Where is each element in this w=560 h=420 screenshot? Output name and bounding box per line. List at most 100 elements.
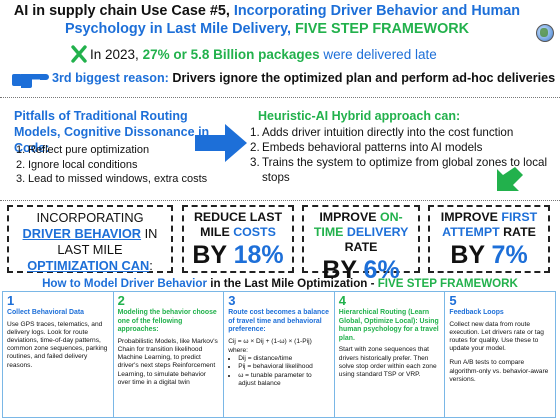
title-part-3: FIVE STEP FRAMEWORK: [295, 21, 470, 37]
x-mark-icon: [71, 45, 87, 63]
down-arrow-icon: [497, 167, 523, 191]
title-part-2: Incorporating Driver Behavior and Human …: [64, 3, 521, 37]
step-title: Feedback Loops: [449, 309, 504, 316]
kpi-by: BY: [450, 241, 485, 269]
kpi-intro-text: INCORPORATING DRIVER BEHAVIOR IN LAST MI…: [9, 207, 171, 277]
kpi-ontime-head-blue: DELIVERY: [346, 225, 409, 239]
list-item: Dij = distance/time: [238, 355, 330, 363]
formula-terms: Dij = distance/time Pij = behavioral lik…: [228, 355, 330, 388]
framework-steps: 1 Collect Behavioral Data Use GPS traces…: [2, 291, 556, 418]
stat-suffix: were delivered late: [323, 47, 437, 62]
step-body: Probabilistic Models, like Markov's Chai…: [117, 337, 218, 386]
step-number: 1: [7, 293, 15, 308]
kpi-intro-c: IN LAST MILE: [57, 226, 158, 257]
kpi-cost-head-text: REDUCE LAST MILE: [193, 210, 283, 239]
kpi-ontime-value: BY 6%: [304, 255, 418, 285]
reason-label: 3rd biggest reason:: [52, 71, 169, 85]
step-number: 5: [449, 293, 457, 308]
kpi-intro-b: DRIVER BEHAVIOR: [22, 226, 142, 241]
step-body: Collect new data from route execution. L…: [449, 320, 544, 353]
step-2: 2 Modeling the behavior choose one of th…: [112, 291, 224, 418]
kpi-cost-head: REDUCE LAST MILE COSTS: [184, 207, 292, 240]
stat-highlight: 27% or 5.8 Billion packages: [142, 47, 320, 62]
step-title: Collect Behavioral Data: [7, 309, 84, 316]
kpi-ontime-head-text: IMPROVE: [319, 210, 377, 224]
kpi-value: 6%: [363, 256, 400, 284]
item-text: Embeds behavioral patterns into AI model…: [262, 141, 483, 154]
kpi-value: 18%: [233, 241, 284, 269]
kpi-ontime-head-tail: RATE: [344, 240, 378, 254]
kpi-by: BY: [192, 241, 227, 269]
hybrid-title: Heuristic-AI Hybrid approach can:: [258, 109, 461, 123]
pointing-hand-icon: [12, 74, 49, 88]
kpi-first-attempt-head: IMPROVE FIRST ATTEMPT RATE: [430, 207, 548, 240]
stat-prefix: In 2023,: [90, 47, 139, 62]
pitfalls-list: 1. Reflect pure optimization 2. Ignore loc…: [16, 143, 241, 187]
list-item: 1. Reflect pure optimization: [16, 143, 241, 158]
kpi-intro-a: INCORPORATING: [36, 210, 144, 225]
title-part-1: AI in supply chain Use Case #5,: [13, 3, 230, 19]
item-number: 1.: [16, 144, 26, 156]
kpi-intro-d: OPTIMIZATION CAN: [27, 258, 150, 273]
step-number: 2: [117, 293, 125, 308]
list-item: ω = tunable parameter to adjust balance: [238, 372, 330, 388]
kpi-cost-value: BY 18%: [184, 240, 292, 270]
kpi-intro-e: :: [149, 258, 153, 273]
kpi-ontime-head-green: ON- TIME: [313, 210, 403, 239]
kpi-first-attempt-head-tail: RATE: [503, 225, 536, 239]
item-number: 3.: [250, 156, 260, 169]
item-number: 3.: [16, 173, 26, 185]
step-1: 1 Collect Behavioral Data Use GPS traces…: [2, 291, 113, 418]
list-item: 1. Adds driver intuition directly into th…: [250, 125, 550, 140]
kpi-cost-head-blue: COSTS: [233, 225, 276, 239]
step-body: Use GPS traces, telematics, and delivery…: [7, 320, 108, 369]
page-title: AI in supply chain Use Case #5, Incorpor…: [6, 2, 528, 38]
step-5: 5 Feedback Loops Collect new data from r…: [444, 291, 556, 418]
step-4: 4 Hierarchical Routing (Learn Global, Op…: [333, 291, 445, 418]
item-text: Trains the system to optimize from globa…: [262, 156, 548, 184]
kpi-by: BY: [322, 256, 357, 284]
divider-middle: [0, 200, 560, 201]
formula-where: where:: [228, 346, 248, 354]
list-item: 2. Embeds behavioral patterns into AI mod…: [250, 140, 550, 155]
kpi-intro-box: INCORPORATING DRIVER BEHAVIOR IN LAST MI…: [7, 205, 173, 273]
kpi-first-attempt-head-blue: FIRST ATTEMPT: [442, 210, 538, 239]
kpi-ontime-head: IMPROVE ON- TIME DELIVERY RATE: [304, 207, 418, 255]
right-arrow-icon: [195, 124, 247, 162]
step-number: 4: [338, 293, 347, 308]
cost-formula: Cij = ω × Dij + (1-ω) × (1-Pij): [228, 337, 312, 345]
kpi-first-attempt-box: IMPROVE FIRST ATTEMPT RATE BY 7%: [428, 205, 550, 273]
item-number: 2.: [16, 158, 26, 171]
divider-top: [0, 97, 560, 98]
framework-title: How to Model Driver Behavior in the Last…: [0, 276, 560, 291]
step-title: Hierarchical Routing (Learn Global, Opti…: [338, 309, 439, 342]
item-text: Reflect pure optimization: [28, 144, 150, 156]
kpi-ontime-box: IMPROVE ON- TIME DELIVERY RATE BY 6%: [302, 205, 420, 284]
kpi-first-attempt-head-text: IMPROVE: [440, 210, 498, 224]
step-body: Start with zone sequences that drivers h…: [338, 346, 437, 378]
framework-title-a: How to Model Driver Behavior: [42, 277, 207, 290]
pitfalls-title: Pitfalls of Traditional Routing Models, …: [14, 109, 210, 155]
step-body-2: Run A/B tests to compare algorithm-only …: [449, 359, 549, 383]
step-number: 3: [228, 293, 236, 308]
list-item: 3. Lead to missed windows, extra costs: [16, 172, 241, 187]
item-number: 2.: [250, 141, 260, 154]
framework-title-b: in the Last Mile Optimization -: [210, 277, 375, 290]
framework-title-c: FIVE STEP FRAMEWORK: [377, 277, 518, 290]
item-number: 1.: [250, 126, 260, 139]
list-item: 2. Ignore local conditions: [16, 158, 241, 173]
kpi-value: 7%: [491, 241, 528, 269]
list-item: 3. Trains the system to optimize from glo…: [250, 155, 550, 185]
hybrid-list: 1. Adds driver intuition directly into th…: [250, 125, 550, 185]
item-text: Ignore local conditions: [28, 158, 138, 171]
step-title: Route cost becomes a balance of travel t…: [228, 309, 329, 334]
third-reason: 3rd biggest reason: Drivers ignore the o…: [52, 70, 555, 86]
step-title: Modeling the behavior choose one of the …: [117, 309, 217, 334]
item-text: Lead to missed windows, extra costs: [28, 173, 208, 185]
list-item: Pij = behavioral likelihood: [238, 363, 330, 371]
reason-text: Drivers ignore the optimized plan and pe…: [172, 71, 556, 85]
kpi-first-attempt-value: BY 7%: [430, 240, 548, 270]
kpi-cost-box: REDUCE LAST MILE COSTS BY 18%: [182, 205, 294, 273]
late-packages-stat: In 2023, 27% or 5.8 Billion packages wer…: [90, 46, 437, 63]
globe-icon: [536, 24, 554, 42]
